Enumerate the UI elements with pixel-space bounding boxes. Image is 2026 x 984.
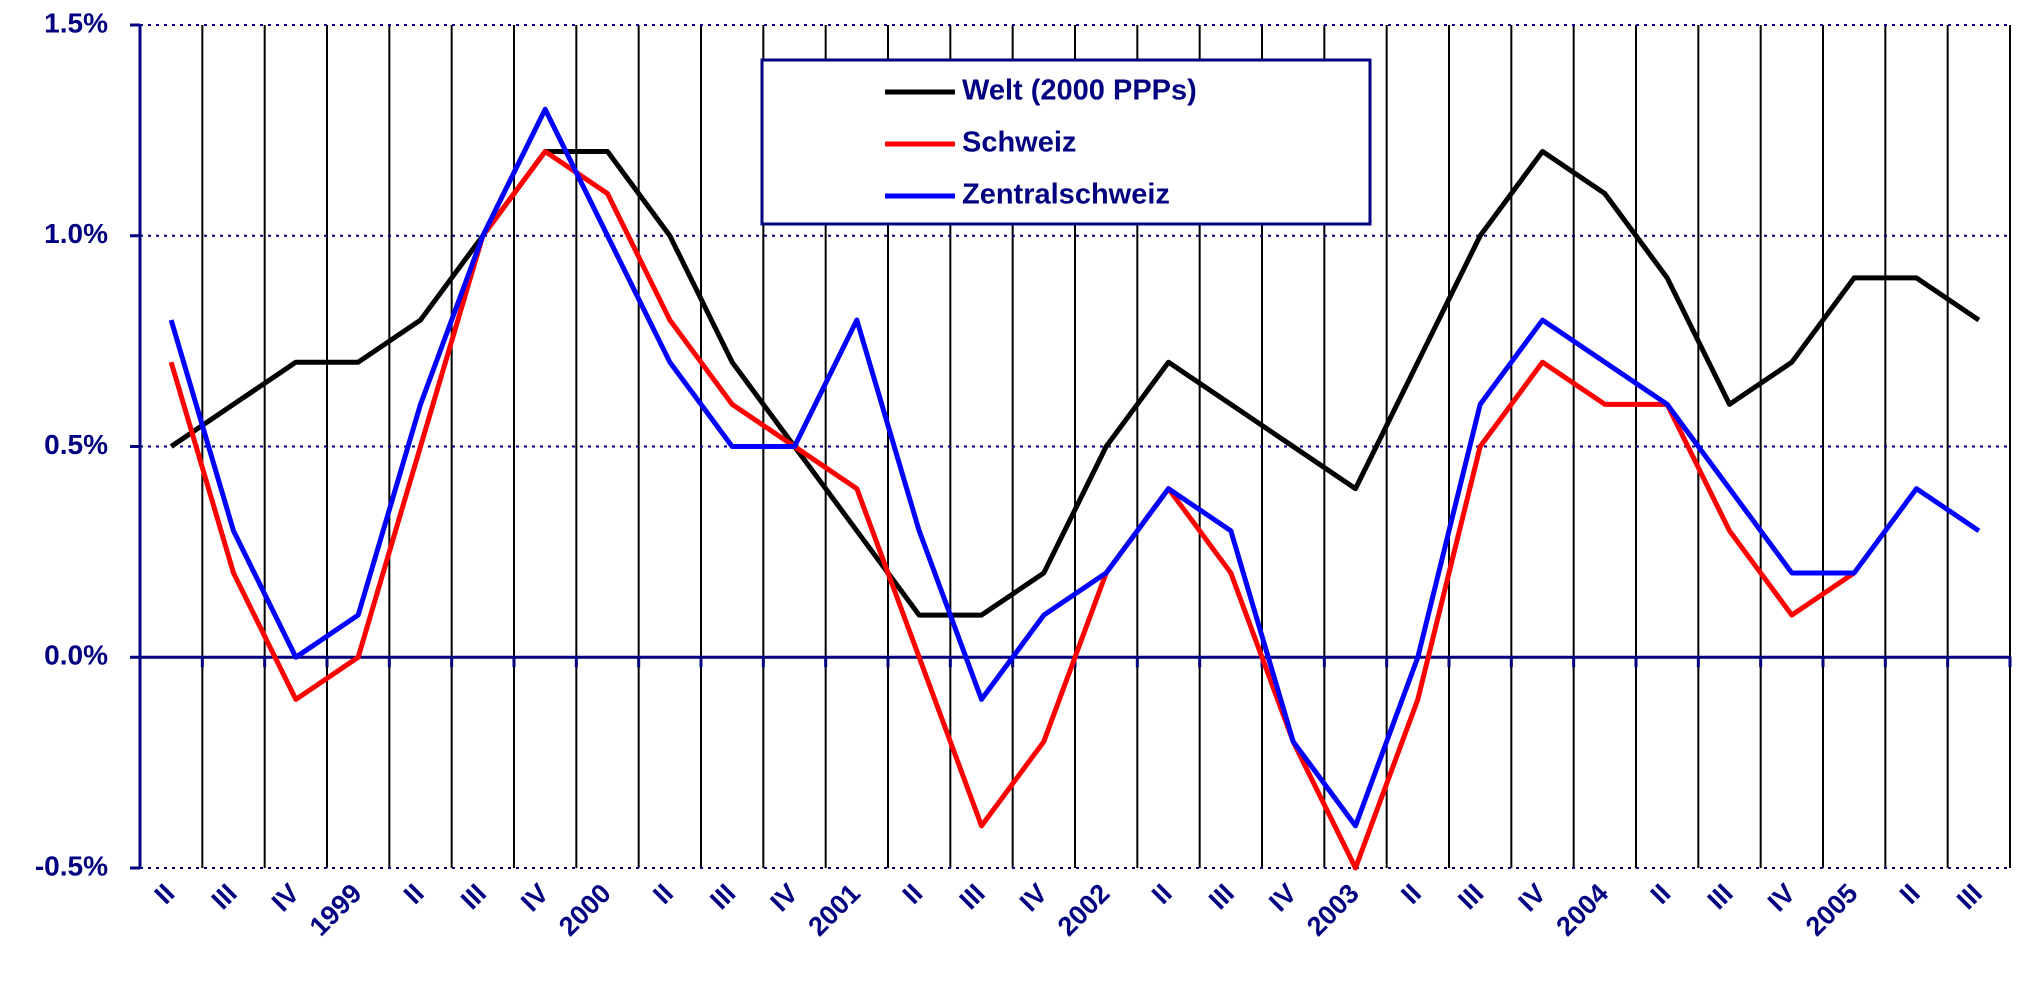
x-tick-label: II bbox=[149, 878, 181, 910]
y-tick-label: 0.0% bbox=[44, 640, 108, 671]
y-tick-label: 0.5% bbox=[44, 429, 108, 460]
x-tick-label: II bbox=[647, 878, 679, 910]
legend-label: Zentralschweiz bbox=[962, 179, 1170, 211]
x-tick-label: II bbox=[897, 878, 929, 910]
x-tick-label: III bbox=[954, 878, 991, 915]
x-tick-label: 2000 bbox=[553, 878, 617, 942]
x-tick-label: 2001 bbox=[802, 878, 866, 942]
x-tick-label: 2003 bbox=[1301, 878, 1365, 942]
x-tick-label: III bbox=[206, 878, 243, 915]
x-tick-label: IV bbox=[1513, 878, 1552, 917]
x-tick-label: III bbox=[1951, 878, 1988, 915]
x-tick-label: IV bbox=[515, 878, 554, 917]
x-tick-label: II bbox=[398, 878, 430, 910]
legend-label: Welt (2000 PPPs) bbox=[962, 75, 1197, 107]
series-line bbox=[169, 148, 1981, 618]
x-tick-label: III bbox=[1452, 878, 1489, 915]
x-tick-label: II bbox=[1894, 878, 1926, 910]
series-line bbox=[168, 106, 1981, 829]
x-tick-label: II bbox=[1395, 878, 1427, 910]
x-tick-label: IV bbox=[1014, 878, 1053, 917]
y-tick-label: -0.5% bbox=[35, 850, 108, 881]
x-tick-label: II bbox=[1146, 878, 1178, 910]
series-line bbox=[168, 148, 1856, 871]
x-tick-label: IV bbox=[266, 878, 305, 917]
x-tick-label: II bbox=[1645, 878, 1677, 910]
x-tick-label: III bbox=[455, 878, 492, 915]
x-tick-label: III bbox=[704, 878, 741, 915]
x-tick-label: III bbox=[1702, 878, 1739, 915]
x-tick-label: IV bbox=[1762, 878, 1801, 917]
y-tick-label: 1.5% bbox=[44, 7, 108, 38]
x-tick-label: IV bbox=[765, 878, 804, 917]
x-tick-label: 1999 bbox=[304, 878, 368, 942]
x-tick-label: III bbox=[1203, 878, 1240, 915]
legend-label: Schweiz bbox=[962, 127, 1076, 159]
y-tick-label: 1.0% bbox=[44, 218, 108, 249]
x-tick-label: IV bbox=[1263, 878, 1302, 917]
x-tick-label: 2005 bbox=[1800, 878, 1864, 942]
x-tick-label: 2004 bbox=[1550, 878, 1614, 942]
x-tick-label: 2002 bbox=[1052, 878, 1116, 942]
legend-box bbox=[760, 58, 1372, 226]
